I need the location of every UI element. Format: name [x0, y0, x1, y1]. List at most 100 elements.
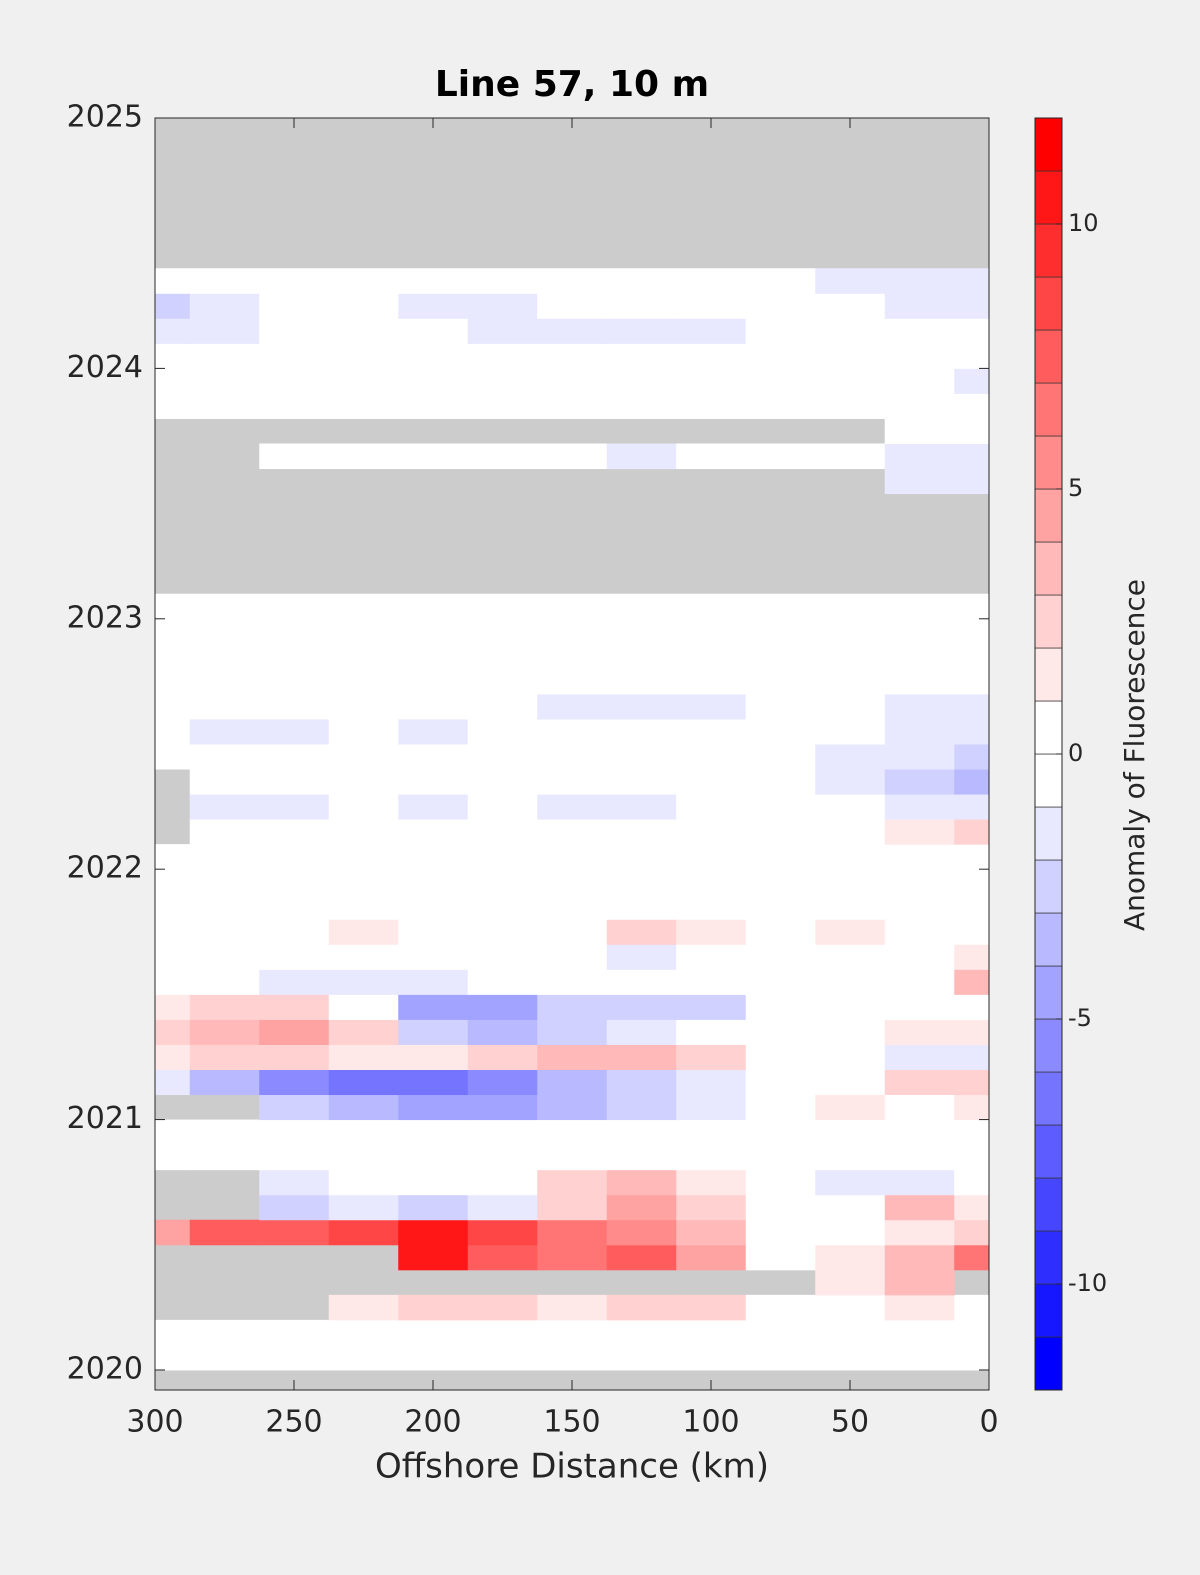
contour-cell — [815, 368, 886, 394]
contour-cell — [398, 1219, 469, 1246]
contour-cell — [467, 393, 538, 419]
contour-cell — [676, 718, 747, 745]
contour-cell — [815, 643, 886, 670]
contour-cell — [155, 643, 191, 670]
contour-cell — [189, 393, 260, 419]
contour-cell — [884, 969, 955, 995]
contour-cell — [954, 819, 990, 845]
contour-cell — [606, 368, 677, 394]
contour-cell — [155, 1344, 191, 1371]
contour-cell — [954, 1169, 990, 1196]
contour-cell — [745, 593, 816, 620]
contour-cell — [884, 593, 955, 620]
contour-cell — [328, 318, 399, 344]
contour-cell — [259, 718, 330, 745]
contour-cell — [745, 268, 816, 294]
contour-cell — [815, 618, 886, 645]
contour-cell — [815, 268, 886, 294]
contour-cell — [676, 668, 747, 695]
contour-cell — [328, 593, 399, 620]
contour-cell — [189, 618, 260, 645]
contour-cell — [467, 268, 538, 294]
contour-cell — [398, 869, 469, 895]
contour-cell — [745, 1194, 816, 1221]
colorbar-segment — [1034, 1071, 1063, 1126]
contour-cell — [745, 293, 816, 319]
contour-cell — [606, 318, 677, 344]
contour-cell — [537, 743, 608, 770]
contour-cell — [467, 1319, 538, 1346]
contour-cell — [467, 944, 538, 970]
contour-cell — [259, 1094, 330, 1121]
contour-cell — [815, 944, 886, 970]
contour-cell — [328, 343, 399, 369]
contour-cell — [189, 919, 260, 945]
contour-cell — [155, 593, 191, 620]
contour-cell — [537, 1344, 608, 1371]
contour-cell — [467, 1169, 538, 1196]
contour-cell — [155, 944, 191, 970]
contour-cell — [189, 1344, 260, 1371]
contour-cell — [745, 693, 816, 720]
contour-cell — [606, 343, 677, 369]
contour-cell — [815, 1344, 886, 1371]
contour-cell — [537, 318, 608, 344]
contour-cell — [884, 1219, 955, 1246]
contour-cell — [155, 293, 191, 319]
x-tick-label: 50 — [831, 1405, 869, 1440]
contour-cell — [155, 969, 191, 995]
contour-cell — [676, 1119, 747, 1146]
contour-cell — [954, 1144, 990, 1171]
contour-cell — [676, 994, 747, 1020]
contour-cell — [398, 769, 469, 795]
contour-cell — [467, 693, 538, 720]
contour-cell — [815, 844, 886, 870]
contour-cell — [745, 1344, 816, 1371]
contour-cell — [189, 643, 260, 670]
contour-cell — [259, 1219, 330, 1246]
contour-cell — [606, 994, 677, 1020]
contour-cell — [884, 1044, 955, 1070]
contour-cell — [398, 1294, 469, 1321]
contour-cell — [954, 944, 990, 970]
contour-cell — [606, 1094, 677, 1121]
contour-cell — [189, 769, 260, 795]
contour-cell — [815, 969, 886, 995]
contour-cell — [676, 1344, 747, 1371]
contour-cell — [189, 1319, 260, 1346]
contour-cell — [467, 368, 538, 394]
contour-cell — [467, 343, 538, 369]
contour-cell — [398, 293, 469, 319]
contour-cell — [155, 343, 191, 369]
contour-cell — [537, 1244, 608, 1271]
contour-cell — [467, 1219, 538, 1246]
contour-cell — [259, 1069, 330, 1096]
colorbar-segment — [1034, 276, 1063, 331]
contour-cell — [189, 1044, 260, 1070]
contour-cell — [606, 919, 677, 945]
contour-cell — [745, 1169, 816, 1196]
colorbar-segment — [1034, 594, 1063, 649]
contour-cell — [745, 994, 816, 1020]
contour-cell — [537, 1294, 608, 1321]
contour-cell — [815, 794, 886, 820]
contour-cell — [259, 1194, 330, 1221]
contour-cell — [884, 1269, 955, 1296]
contour-cell — [398, 844, 469, 870]
contour-cell — [884, 844, 955, 870]
contour-cell — [606, 393, 677, 419]
contour-cell — [189, 343, 260, 369]
contour-cell — [467, 1144, 538, 1171]
contour-cell — [954, 718, 990, 745]
contour-cell — [676, 268, 747, 294]
contour-cell — [676, 844, 747, 870]
contour-cell — [328, 1169, 399, 1196]
contour-cell — [815, 769, 886, 795]
colorbar-segment — [1034, 700, 1063, 755]
contour-cell — [537, 668, 608, 695]
contour-cell — [815, 593, 886, 620]
contour-cell — [537, 718, 608, 745]
contour-cell — [745, 1119, 816, 1146]
contour-cell — [884, 618, 955, 645]
